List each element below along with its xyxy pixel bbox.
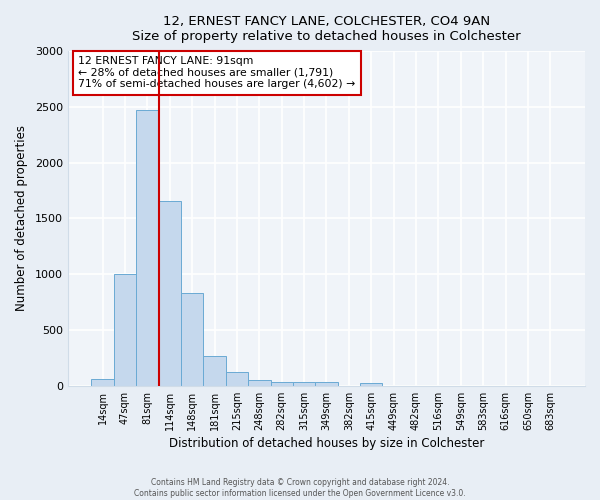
- Bar: [226, 372, 248, 386]
- Text: 12 ERNEST FANCY LANE: 91sqm
← 28% of detached houses are smaller (1,791)
71% of : 12 ERNEST FANCY LANE: 91sqm ← 28% of det…: [78, 56, 356, 90]
- Bar: [136, 110, 158, 386]
- X-axis label: Distribution of detached houses by size in Colchester: Distribution of detached houses by size …: [169, 437, 484, 450]
- Bar: [248, 380, 271, 386]
- Bar: [203, 356, 226, 386]
- Bar: [114, 274, 136, 386]
- Y-axis label: Number of detached properties: Number of detached properties: [15, 126, 28, 312]
- Title: 12, ERNEST FANCY LANE, COLCHESTER, CO4 9AN
Size of property relative to detached: 12, ERNEST FANCY LANE, COLCHESTER, CO4 9…: [132, 15, 521, 43]
- Bar: [181, 293, 203, 386]
- Bar: [293, 382, 315, 386]
- Bar: [315, 382, 338, 386]
- Bar: [271, 382, 293, 386]
- Bar: [91, 379, 114, 386]
- Text: Contains HM Land Registry data © Crown copyright and database right 2024.
Contai: Contains HM Land Registry data © Crown c…: [134, 478, 466, 498]
- Bar: [158, 200, 181, 386]
- Bar: [360, 383, 382, 386]
